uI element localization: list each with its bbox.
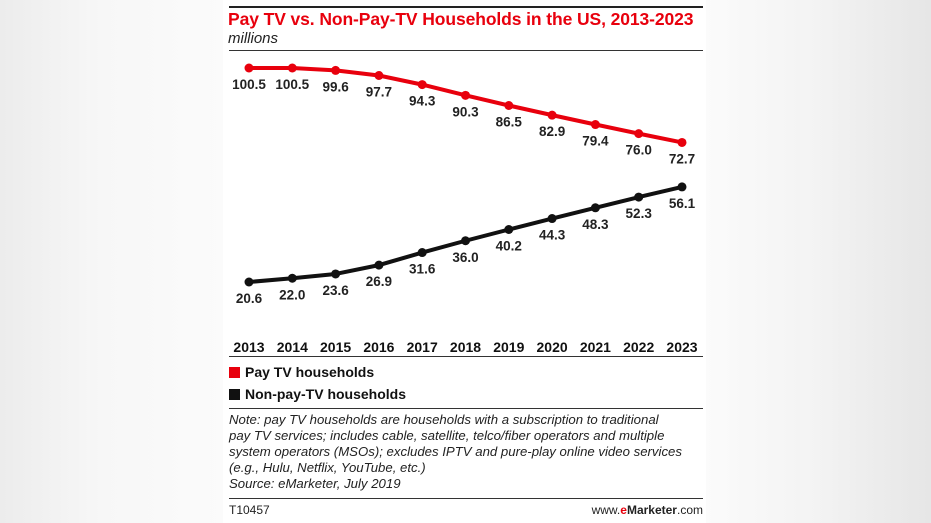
data-label: 79.4 xyxy=(582,134,609,149)
data-label: 44.3 xyxy=(539,228,566,243)
chart-title: Pay TV vs. Non-Pay-TV Households in the … xyxy=(228,9,694,29)
data-label: 94.3 xyxy=(409,94,436,109)
data-label: 90.3 xyxy=(452,104,479,119)
x-tick-label: 2022 xyxy=(623,339,654,355)
data-label: 72.7 xyxy=(669,151,695,166)
note-line: (e.g., Hulu, Netflix, YouTube, etc.) xyxy=(229,460,426,475)
brand-url[interactable]: www.eMarketer.com xyxy=(592,503,703,517)
data-label: 23.6 xyxy=(322,283,349,298)
legend-label-non-pay-tv: Non-pay-TV households xyxy=(245,386,406,402)
legend-label-pay-tv: Pay TV households xyxy=(245,364,375,380)
chart-id: T10457 xyxy=(229,503,270,517)
data-point xyxy=(331,65,341,75)
legend-swatch-pay-tv xyxy=(229,366,240,378)
data-point xyxy=(634,192,644,202)
subtitle-rule xyxy=(229,50,703,51)
data-point xyxy=(244,63,254,73)
x-tick-label: 2013 xyxy=(233,339,264,355)
legend-item-pay-tv: Pay TV households xyxy=(229,364,374,380)
axis-rule xyxy=(229,356,703,357)
data-point xyxy=(590,120,600,130)
background-left xyxy=(0,0,225,523)
data-point xyxy=(677,182,687,192)
data-point xyxy=(590,203,600,213)
chart-card: Pay TV vs. Non-Pay-TV Households in the … xyxy=(223,0,706,523)
legend-rule xyxy=(229,408,703,409)
note-source: Source: eMarketer, July 2019 xyxy=(229,476,401,491)
data-point xyxy=(547,214,557,224)
top-rule xyxy=(229,6,703,8)
brand-name: Marketer xyxy=(626,503,677,517)
data-point xyxy=(417,248,427,258)
x-tick-label: 2018 xyxy=(450,339,481,355)
data-point xyxy=(287,273,297,283)
data-label: 97.7 xyxy=(366,84,392,99)
data-label: 86.5 xyxy=(496,114,523,129)
data-label: 100.5 xyxy=(232,77,266,92)
data-point xyxy=(461,90,470,100)
data-point xyxy=(374,260,384,270)
data-point xyxy=(461,236,470,246)
x-tick-label: 2019 xyxy=(493,339,524,355)
data-label: 40.2 xyxy=(496,239,522,254)
data-label: 100.5 xyxy=(275,77,309,92)
data-point xyxy=(287,63,297,73)
data-label: 36.0 xyxy=(452,250,478,265)
x-tick-label: 2017 xyxy=(407,339,438,355)
x-tick-label: 2014 xyxy=(277,339,308,355)
data-label: 31.6 xyxy=(409,262,436,277)
x-tick-label: 2020 xyxy=(537,339,568,355)
background-right xyxy=(705,0,931,523)
series-line-1 xyxy=(248,184,683,284)
data-label: 76.0 xyxy=(626,143,652,158)
brand-suffix: .com xyxy=(676,503,703,517)
brand-prefix: www. xyxy=(591,503,621,517)
data-point xyxy=(634,129,644,139)
data-label: 56.1 xyxy=(669,196,696,211)
x-tick-label: 2016 xyxy=(363,339,394,355)
data-point xyxy=(374,70,384,80)
data-point xyxy=(504,225,514,235)
note-line: system operators (MSOs); excludes IPTV a… xyxy=(229,444,682,459)
note-line: Note: pay TV households are households w… xyxy=(229,412,659,427)
data-label: 22.0 xyxy=(279,287,305,302)
footer-rule xyxy=(229,498,703,499)
data-point xyxy=(417,80,427,90)
line-chart: 100.5 100.5 99.6 97.7 94.3 90.3 86.5 82.9 79.4 76… xyxy=(232,63,698,355)
data-label: 48.3 xyxy=(582,217,609,232)
chart-subtitle: millions xyxy=(228,30,279,47)
x-tick-label: 2021 xyxy=(580,339,611,355)
x-tick-label: 2023 xyxy=(666,339,697,355)
brand-e: e xyxy=(620,503,627,517)
data-label: 99.6 xyxy=(322,79,349,94)
data-point xyxy=(677,137,687,147)
data-label: 20.6 xyxy=(236,291,263,306)
legend-swatch-non-pay-tv xyxy=(229,388,240,400)
data-label: 82.9 xyxy=(539,124,565,139)
data-point xyxy=(331,269,341,279)
data-point xyxy=(504,100,514,110)
data-label: 26.9 xyxy=(366,274,392,289)
chart-note: Note: pay TV households are households w… xyxy=(229,412,704,492)
data-label: 52.3 xyxy=(626,206,653,221)
x-tick-label: 2015 xyxy=(320,339,351,355)
legend-item-non-pay-tv: Non-pay-TV households xyxy=(229,386,406,402)
data-point xyxy=(244,277,254,287)
data-point xyxy=(547,110,557,120)
note-line: pay TV services; includes cable, satelli… xyxy=(229,428,665,443)
